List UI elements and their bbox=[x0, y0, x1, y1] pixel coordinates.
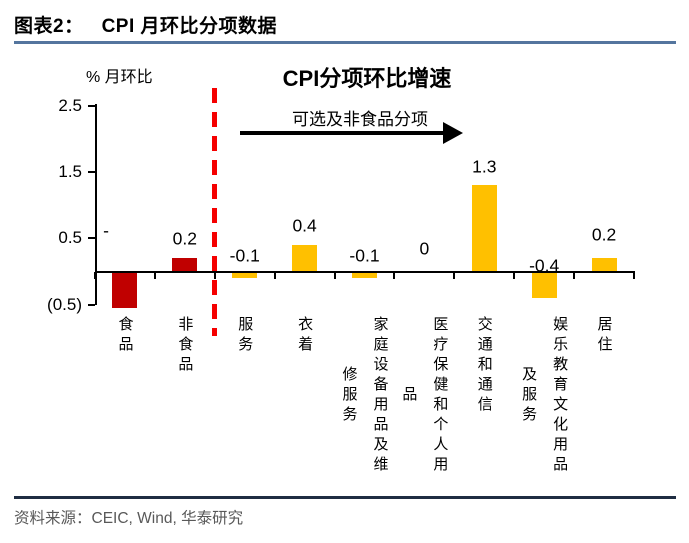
bar bbox=[172, 258, 198, 272]
x-axis-tick bbox=[153, 271, 156, 279]
bar-value-label: -0.4 bbox=[529, 255, 560, 276]
category-label: 娱乐教育文化用品 及服务 bbox=[516, 316, 572, 476]
category-label: 衣着 bbox=[292, 316, 317, 356]
annotation-label: 可选及非食品分项 bbox=[292, 110, 428, 129]
category-label-column: 居住 bbox=[595, 316, 613, 356]
category-label-column: 家庭设备用品及维 bbox=[371, 316, 389, 476]
x-axis-tick bbox=[273, 271, 276, 279]
right-arrow-shaft bbox=[240, 131, 447, 135]
y-axis-tick-label: (0.5) bbox=[47, 294, 82, 314]
category-label: 食品 bbox=[112, 316, 137, 356]
bar-value-label: 1.3 bbox=[472, 156, 497, 177]
bar-value-label: -0.1 bbox=[349, 245, 380, 266]
category-label-column: 娱乐教育文化用品 bbox=[551, 316, 569, 476]
bar-value-label: - bbox=[103, 220, 109, 241]
bar bbox=[352, 271, 377, 279]
bar-value-label: 0 bbox=[419, 238, 430, 259]
category-label-column: 衣着 bbox=[296, 316, 314, 356]
source-note: 资料来源：CEIC, Wind, 华泰研究 bbox=[14, 510, 244, 527]
bar bbox=[112, 271, 138, 309]
x-axis-line bbox=[95, 270, 635, 273]
y-axis-unit-label: % 月环比 bbox=[86, 69, 153, 86]
figure-title-text: CPI 月环比分项数据 bbox=[101, 16, 278, 37]
category-label-column: 交通和通信 bbox=[475, 316, 493, 416]
bar bbox=[531, 271, 557, 299]
bar-value-label: 0.2 bbox=[591, 224, 617, 245]
bar bbox=[292, 244, 318, 272]
bar bbox=[591, 258, 617, 272]
bar-value-label: -0.1 bbox=[229, 245, 260, 266]
category-label: 服务 bbox=[232, 316, 257, 356]
right-arrow-icon bbox=[443, 122, 463, 144]
chart-title: CPI分项环比增速 bbox=[282, 66, 452, 91]
separator-dashed-line bbox=[212, 88, 217, 336]
y-axis-tick bbox=[88, 104, 95, 107]
category-label: 交通和通信 bbox=[472, 316, 497, 416]
bar-value-label: 0.2 bbox=[172, 228, 197, 249]
bar bbox=[471, 185, 497, 272]
category-label-column: 及服务 bbox=[520, 366, 538, 426]
bar bbox=[232, 271, 258, 279]
category-label-column: 医疗保健和个人用 bbox=[431, 316, 449, 476]
x-axis-tick bbox=[513, 271, 516, 279]
x-axis-tick bbox=[573, 271, 576, 279]
figure-title: 图表2： CPI 月环比分项数据 bbox=[14, 11, 277, 38]
y-axis-tick bbox=[88, 170, 95, 173]
category-label: 居住 bbox=[592, 316, 617, 356]
x-axis-tick bbox=[393, 271, 396, 279]
y-axis-line bbox=[95, 104, 97, 305]
x-axis-tick bbox=[633, 271, 635, 279]
category-label-column: 非食品 bbox=[176, 316, 194, 376]
category-label-column: 品 bbox=[400, 386, 418, 406]
figure-number-label: 图表2： bbox=[14, 16, 84, 37]
category-label: 家庭设备用品及维 修服务 bbox=[337, 316, 393, 476]
y-axis-tick-label: 0.5 bbox=[58, 228, 82, 248]
category-label-column: 服务 bbox=[236, 316, 254, 356]
header-divider-rule bbox=[14, 41, 676, 44]
y-axis-tick bbox=[88, 237, 95, 240]
y-axis-tick-label: 1.5 bbox=[58, 161, 82, 181]
category-label-column: 食品 bbox=[116, 316, 134, 356]
category-label: 医疗保健和个人用品 bbox=[396, 316, 452, 476]
y-axis-tick-label: 2.5 bbox=[58, 95, 82, 115]
x-axis-tick bbox=[333, 271, 336, 279]
category-label: 非食品 bbox=[172, 316, 197, 376]
footer-divider-rule bbox=[14, 496, 676, 499]
x-axis-tick bbox=[94, 271, 96, 279]
x-axis-tick bbox=[453, 271, 456, 279]
category-label-column: 修服务 bbox=[340, 366, 358, 426]
y-axis-tick bbox=[88, 303, 95, 306]
bar-value-label: 0.4 bbox=[292, 215, 317, 236]
